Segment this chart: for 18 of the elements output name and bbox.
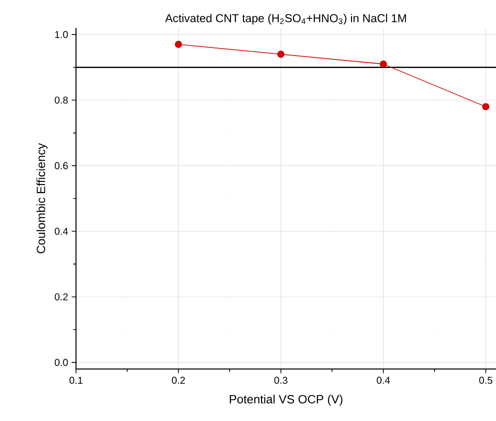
y-tick-label: 0.8 <box>54 96 68 104</box>
point <box>380 60 387 68</box>
x-tick-label: 0.1 <box>69 376 82 384</box>
y-tick-label: 0.2 <box>54 293 68 300</box>
x-tick-label: 0.4 <box>376 376 390 384</box>
point <box>174 40 182 48</box>
chart-title: Activated CNT tape (H$_{2}$SO$_{4}$+HNO$_{3}$) in NaCl 1M <box>165 14 406 24</box>
point <box>277 50 284 58</box>
x-tick-label: 0.5 <box>479 376 492 384</box>
x-axis-title: Potential VS OCP (V) <box>230 394 342 406</box>
point <box>482 103 490 110</box>
y-tick-label: 1.0 <box>55 31 68 38</box>
y-tick-label: 0.6 <box>54 162 68 170</box>
y-tick-label: 0.0 <box>54 358 68 366</box>
x-tick-label: 0.2 <box>172 376 185 384</box>
y-tick-label: 0.4 <box>54 228 68 235</box>
x-tick-label: 0.3 <box>274 376 288 384</box>
y-axis-title: Coulombic Efficiency <box>36 143 48 254</box>
